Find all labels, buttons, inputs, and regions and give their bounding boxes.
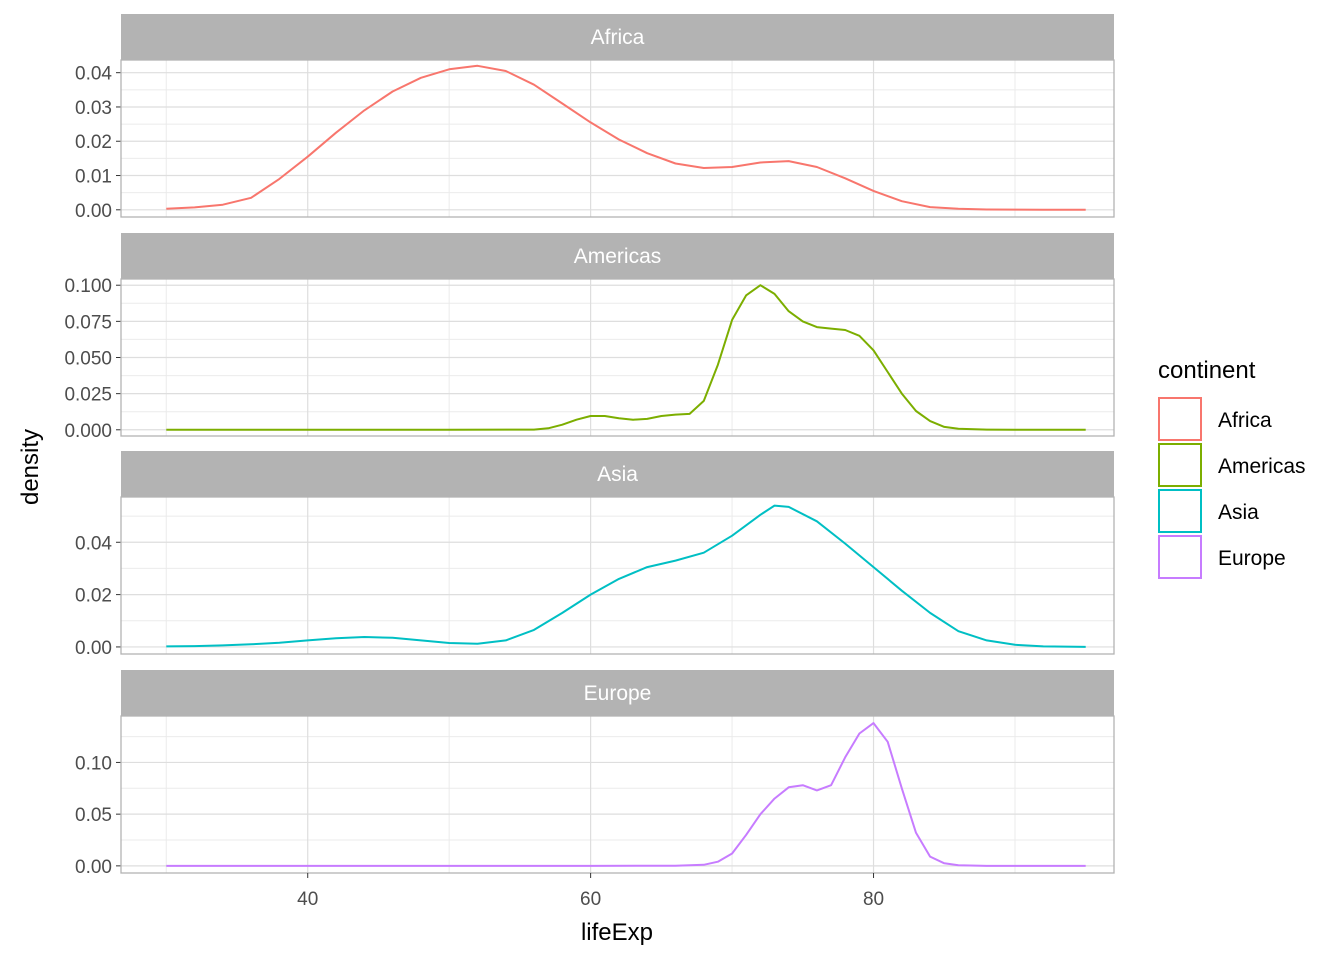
legend-label: Europe xyxy=(1218,547,1286,570)
legend-item-africa: Africa xyxy=(1158,397,1272,441)
y-tick-label: 0.10 xyxy=(75,753,112,774)
y-tick-label: 0.075 xyxy=(64,312,112,333)
y-tick-label: 0.04 xyxy=(75,64,112,85)
facet-panels: Africa 0.00 0.01 0.02 0.03 0.04 Americas 0.000 0… xyxy=(64,14,1115,878)
facet-strip-label: Africa xyxy=(591,26,645,49)
panel-border xyxy=(120,59,1115,218)
y-tick-label: 0.03 xyxy=(75,98,112,119)
y-tick-label: 0.05 xyxy=(75,805,112,826)
legend-key xyxy=(1158,535,1202,579)
facet-strip xyxy=(121,14,1114,60)
panel-border xyxy=(120,496,1115,655)
x-tick-label: 40 xyxy=(297,889,318,910)
y-tick-label: 0.04 xyxy=(75,533,112,554)
legend-title: continent xyxy=(1158,357,1256,384)
y-tick-label: 0.01 xyxy=(75,167,112,188)
x-tick-label: 80 xyxy=(863,889,884,910)
facet-strip-label: Americas xyxy=(574,245,662,268)
legend: continent Africa Americas Asia Europe xyxy=(1158,357,1306,579)
y-tick-label: 0.025 xyxy=(64,385,112,406)
facet-strip-label: Asia xyxy=(597,463,638,486)
density-line-africa xyxy=(166,64,1086,211)
legend-item-americas: Americas xyxy=(1158,443,1306,487)
x-axis: 40 60 80 xyxy=(297,873,884,910)
x-tick-label: 60 xyxy=(580,889,601,910)
panel-border xyxy=(120,278,1115,437)
y-tick-label: 0.00 xyxy=(75,201,112,222)
facet-africa: Africa 0.00 0.01 0.02 0.03 0.04 xyxy=(75,14,1115,222)
legend-item-europe: Europe xyxy=(1158,535,1286,579)
y-tick-label: 0.00 xyxy=(75,857,112,878)
y-tick-label: 0.000 xyxy=(64,421,112,442)
facet-asia: Asia 0.00 0.02 0.04 xyxy=(75,451,1115,659)
legend-key xyxy=(1158,397,1202,441)
y-axis-title: density xyxy=(17,429,44,505)
density-line-europe xyxy=(166,722,1086,867)
density-line-americas xyxy=(166,284,1086,431)
legend-label: Americas xyxy=(1218,455,1306,478)
y-tick-label: 0.02 xyxy=(75,132,112,153)
legend-key xyxy=(1158,489,1202,533)
y-tick-label: 0.050 xyxy=(64,349,112,370)
facet-strip-label: Europe xyxy=(584,682,652,705)
panel-border xyxy=(120,715,1115,874)
legend-key xyxy=(1158,443,1202,487)
facet-europe: Europe 0.00 0.05 0.10 xyxy=(75,670,1115,878)
x-axis-title: lifeExp xyxy=(581,919,653,946)
y-tick-label: 0.100 xyxy=(64,276,112,297)
legend-items: Africa Americas Asia Europe xyxy=(1158,397,1306,579)
density-line-asia xyxy=(166,504,1086,648)
facet-strip xyxy=(121,670,1114,716)
y-tick-label: 0.02 xyxy=(75,586,112,607)
facet-americas: Americas 0.000 0.025 0.050 0.075 0.100 xyxy=(64,233,1115,442)
legend-label: Africa xyxy=(1218,409,1272,432)
facet-strip xyxy=(121,233,1114,279)
facet-strip xyxy=(121,451,1114,497)
y-tick-label: 0.00 xyxy=(75,638,112,659)
legend-item-asia: Asia xyxy=(1158,489,1259,533)
legend-label: Asia xyxy=(1218,501,1259,524)
